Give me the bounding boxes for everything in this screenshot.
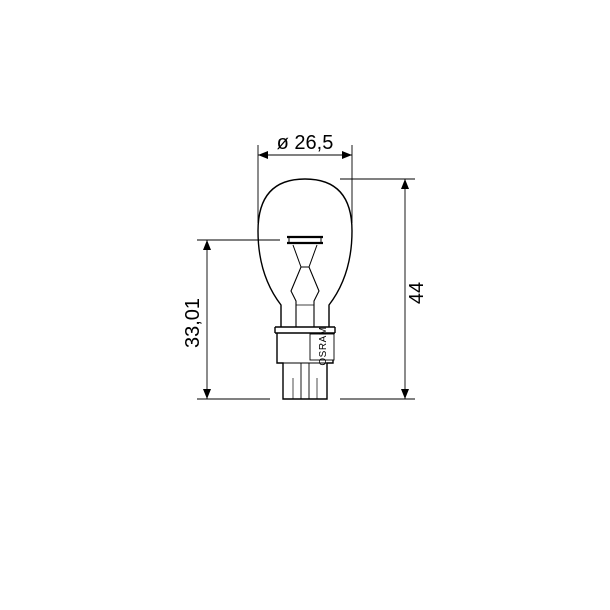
bulb-technical-diagram: ø 26,5 44 33,01 [105, 105, 505, 505]
total-length-dimension: 44 [340, 179, 428, 399]
lcl-dimension: 33,01 [182, 240, 280, 399]
bulb-outline: OSRAM [258, 179, 352, 399]
diameter-label: ø 26,5 [277, 132, 334, 154]
brand-label: OSRAM [318, 326, 329, 365]
total-length-label: 44 [406, 282, 428, 304]
lcl-label: 33,01 [182, 298, 204, 348]
diameter-dimension: ø 26,5 [258, 132, 352, 223]
filament-icon [287, 237, 323, 243]
brand-label-box: OSRAM [310, 326, 334, 365]
